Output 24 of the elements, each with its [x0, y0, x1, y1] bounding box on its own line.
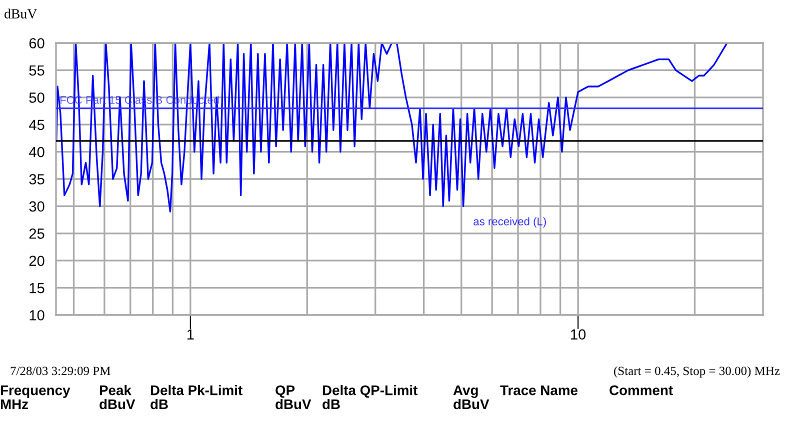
y-tick-label: 50: [29, 92, 44, 103]
text: (Start = 0.45, Stop = 30.00) MHz: [614, 366, 780, 378]
y-tick-label: 35: [29, 174, 44, 184]
y-tick-label: 25: [29, 228, 44, 239]
text: 7/28/03 3:29:09 PM: [10, 366, 110, 376]
series-label: as received (L): [474, 217, 546, 228]
y-tick-label: 60: [29, 38, 44, 48]
text: QP dBuV: [276, 385, 312, 410]
text: Frequency MHz: [0, 386, 70, 410]
text: Delta QP-Limit dB: [322, 385, 418, 410]
y-tick-label: 40: [29, 146, 44, 158]
text: Comment: [610, 385, 673, 396]
y-tick-label: 30: [29, 201, 44, 212]
x-tick-label: 1: [187, 329, 194, 340]
text: Delta Pk-Limit dB: [150, 385, 242, 410]
y-tick-label: 55: [29, 65, 44, 76]
text: Peak dBuV: [100, 385, 136, 410]
text: Avg dBuV: [453, 385, 490, 410]
y-tick-label: 20: [29, 256, 44, 266]
text: Trace Name: [500, 386, 578, 396]
y-axis-title: dBuV: [4, 8, 38, 19]
y-tick-label: 45: [29, 120, 44, 130]
y-tick-label: 15: [30, 283, 44, 294]
y-tick-label: 10: [30, 310, 44, 320]
